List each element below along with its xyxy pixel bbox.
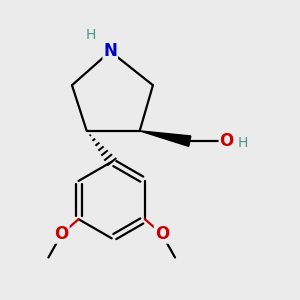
Text: N: N	[103, 42, 117, 60]
Polygon shape	[140, 131, 191, 146]
Text: H: H	[238, 136, 248, 150]
Text: O: O	[155, 225, 169, 243]
Text: H: H	[86, 28, 96, 42]
Text: O: O	[55, 225, 69, 243]
Text: O: O	[219, 132, 234, 150]
